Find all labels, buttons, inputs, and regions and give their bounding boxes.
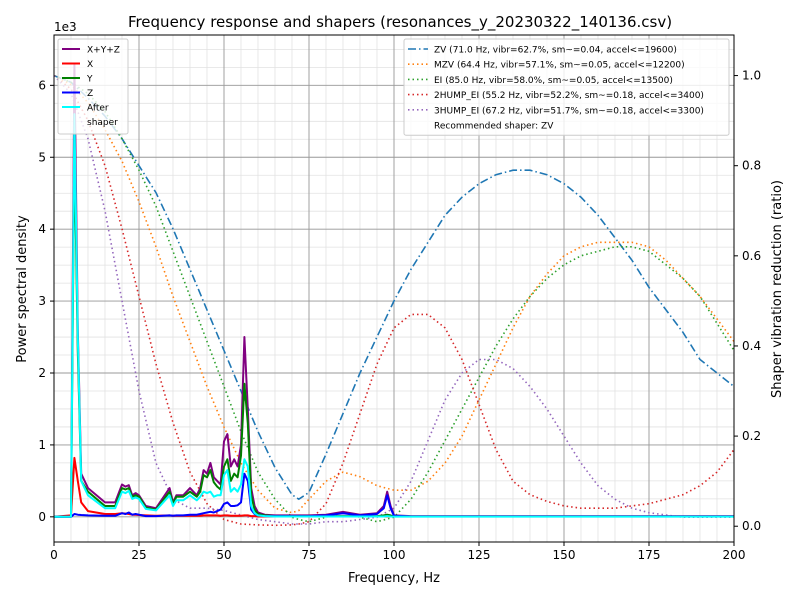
y2-axis-label: Shaper vibration reduction (ratio) <box>770 180 785 398</box>
y2-tick-label: 0.0 <box>742 519 761 533</box>
y-offset-label: 1e3 <box>54 20 77 34</box>
y2-tick-label: 0.2 <box>742 429 761 443</box>
shaper-legend-label: 3HUMP_EI (67.2 Hz, vibr=51.7%, sm~=0.18,… <box>434 106 704 116</box>
x-axis-label: Frequency, Hz <box>348 571 440 586</box>
shaper-series-line-3 <box>53 74 735 527</box>
x-tick-label: 50 <box>216 548 231 562</box>
y-axis-right: 0.0 0.2 0.4 0.6 0.8 1.0 <box>734 69 761 533</box>
psd-legend-label: After <box>87 104 109 114</box>
x-axis: 0 25 50 75 100 125 150 175 200 <box>50 542 745 562</box>
shaper-legend-label: MZV (64.4 Hz, vibr=57.1%, sm~=0.05, acce… <box>434 61 685 71</box>
psd-series-line-4 <box>54 113 734 518</box>
x-tick-label: 175 <box>638 548 661 562</box>
y-tick-label: 1 <box>38 438 46 452</box>
psd-legend-label: X+Y+Z <box>87 46 120 56</box>
x-tick-label: 25 <box>131 548 146 562</box>
chart-title: Frequency response and shapers (resonanc… <box>128 13 672 32</box>
y-axis-label: Power spectral density <box>15 215 30 363</box>
psd-series-group <box>53 62 734 518</box>
y-tick-label: 6 <box>38 78 46 92</box>
y2-tick-label: 0.4 <box>742 339 761 353</box>
y-tick-label: 3 <box>38 294 46 308</box>
psd-legend-label: Y <box>86 75 93 85</box>
x-tick-label: 150 <box>553 548 576 562</box>
shaper-series-line-1 <box>53 74 735 514</box>
x-tick-label: 0 <box>50 548 58 562</box>
x-tick-label: 200 <box>723 548 746 562</box>
shaper-legend-box <box>403 38 730 136</box>
y-axis-left: 0 1 2 3 4 5 6 <box>38 78 54 524</box>
shaper-legend-label: ZV (71.0 Hz, vibr=62.7%, sm~=0.04, accel… <box>434 46 677 56</box>
x-tick-label: 125 <box>468 548 491 562</box>
recommended-shaper-label: Recommended shaper: ZV <box>434 122 554 132</box>
x-tick-label: 100 <box>383 548 406 562</box>
psd-legend-label: Z <box>87 89 93 99</box>
shaper-legend-label: 2HUMP_EI (55.2 Hz, vibr=52.2%, sm~=0.18,… <box>434 91 704 101</box>
y2-tick-label: 0.6 <box>742 249 761 263</box>
shaper-series-line-2 <box>53 74 735 523</box>
y-tick-label: 5 <box>38 150 46 164</box>
shaper-legend: ZV (71.0 Hz, vibr=62.7%, sm~=0.04, accel… <box>403 38 730 136</box>
psd-legend-label: X <box>87 60 93 70</box>
shaper-series-line-0 <box>53 74 735 501</box>
y-tick-label: 4 <box>38 222 46 236</box>
y-tick-label: 2 <box>38 366 46 380</box>
y-tick-label: 0 <box>38 510 46 524</box>
shaper-legend-label: EI (85.0 Hz, vibr=58.0%, sm~=0.05, accel… <box>434 76 673 86</box>
y2-tick-label: 0.8 <box>742 159 761 173</box>
x-tick-label: 75 <box>301 548 316 562</box>
psd-legend-label: shaper <box>87 118 118 128</box>
y2-tick-label: 1.0 <box>742 69 761 83</box>
psd-legend: X+Y+Z XYZ After shaper <box>57 38 129 135</box>
